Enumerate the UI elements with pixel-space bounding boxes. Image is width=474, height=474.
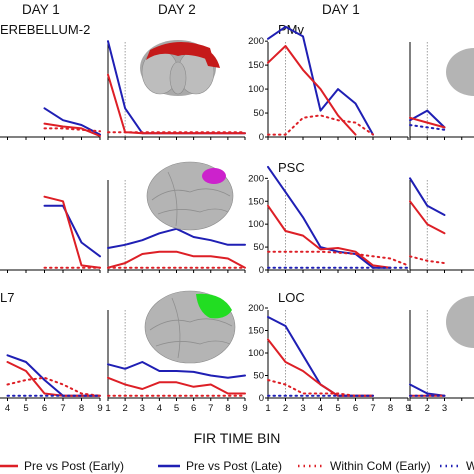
x-tick-label: 2 [122, 403, 127, 414]
panel-1-4 [409, 42, 474, 140]
panel-3-1: 4 5 6 7 8 9 L7 [0, 290, 103, 414]
panel-grid: EREBELLUM-2050100150200PMv050100150200PS… [0, 22, 474, 414]
x-tick-label: 9 [405, 403, 410, 414]
panel-title: EREBELLUM-2 [0, 22, 90, 37]
series-line-2 [107, 250, 246, 269]
x-tick-label: 5 [335, 403, 340, 414]
series-line-1 [409, 109, 446, 129]
series-line-3 [43, 127, 101, 133]
y-tick-label: 0 [259, 132, 264, 143]
series-line-1 [267, 25, 374, 136]
x-tick-label: 7 [60, 403, 65, 414]
legend-label-early: Pre vs Post (Early) [24, 459, 124, 473]
series-line-2 [267, 204, 392, 269]
series-line-2 [43, 122, 101, 137]
panel-1-1: EREBELLUM-2 [0, 22, 101, 140]
y-tick-label: 150 [248, 196, 264, 207]
series-line-1 [107, 227, 246, 249]
x-tick-label: 8 [79, 403, 84, 414]
x-tick-label: 4 [5, 403, 10, 414]
x-tick-label: 1 [265, 403, 270, 414]
series-line-3 [267, 379, 374, 397]
x-tick-label: 6 [353, 403, 358, 414]
series-line-3 [267, 114, 374, 136]
series-line-2 [107, 376, 246, 395]
y-tick-label: 200 [248, 303, 264, 314]
series-line-1 [409, 177, 446, 216]
x-tick-label: 6 [191, 403, 196, 414]
y-tick-label: 50 [253, 242, 264, 253]
series-line-2 [6, 361, 101, 397]
panel-title: LOC [278, 290, 305, 305]
header-day2: DAY 2 [158, 2, 196, 17]
legend-label-late: Pre vs Post (Late) [186, 459, 282, 473]
x-tick-label: 9 [97, 403, 102, 414]
x-tick-label: 8 [225, 403, 230, 414]
series-line-3 [409, 255, 446, 265]
panel-2-2 [107, 180, 246, 273]
panel-1-2 [107, 40, 246, 140]
series-line-1 [43, 107, 101, 136]
y-tick-label: 150 [248, 326, 264, 337]
series-line-1 [43, 204, 101, 258]
panel-2-3: 0 50 100 150 200 PSC [248, 160, 409, 276]
y-tick-label: 100 [248, 348, 264, 359]
y-tick-label: 150 [248, 60, 264, 71]
y-tick-label: 50 [253, 371, 264, 382]
series-line-1 [6, 354, 101, 397]
x-tick-label: 3 [140, 403, 145, 414]
legend-label-within-late: W [466, 459, 474, 473]
y-tick-label: 200 [248, 36, 264, 47]
series-line-2 [43, 195, 101, 269]
series-line-3 [409, 124, 446, 131]
series-line-2 [267, 338, 374, 397]
y-tick-label: 200 [248, 173, 264, 184]
panel-title: PSC [278, 160, 305, 175]
y-tick-label: 50 [253, 108, 264, 119]
legend-label-within-early: Within CoM (Early) [330, 459, 431, 473]
panel-3-4: 1 2 3 [407, 310, 474, 414]
brain-rendering-right-column [446, 48, 474, 348]
x-tick-label: 1 [407, 403, 412, 414]
x-tick-label: 1 [105, 403, 110, 414]
panel-title: L7 [0, 290, 14, 305]
x-tick-label: 3 [300, 403, 305, 414]
header-day1-left: DAY 1 [22, 2, 60, 17]
brain-rendering-occipital [144, 290, 236, 364]
x-axis-title: FIR TIME BIN [194, 430, 281, 446]
x-tick-label: 2 [425, 403, 430, 414]
header-day1-right: DAY 1 [322, 2, 360, 17]
series-line-2 [409, 116, 446, 129]
x-tick-label: 7 [370, 403, 375, 414]
series-line-1 [107, 361, 246, 379]
x-tick-label: 4 [318, 403, 323, 414]
cerebellum-rendering [140, 40, 220, 96]
y-tick-label: 0 [259, 393, 264, 404]
panel-3-2: 1 2 3 4 5 6 7 8 9 [105, 310, 248, 414]
brain-rendering-parietal [146, 161, 234, 231]
series-line-3 [6, 376, 101, 397]
x-tick-label: 5 [23, 403, 28, 414]
x-tick-label: 3 [442, 403, 447, 414]
x-tick-label: 8 [388, 403, 393, 414]
panel-2-1 [0, 195, 101, 273]
y-tick-label: 0 [259, 265, 264, 276]
series-line-2 [267, 45, 357, 136]
panel-3-3: 0 50 100 150 200 1 2 3 4 5 6 7 8 9 LOC [248, 290, 411, 414]
series-line-3 [267, 250, 409, 267]
x-tick-label: 5 [174, 403, 179, 414]
y-tick-label: 100 [248, 219, 264, 230]
x-tick-label: 2 [283, 403, 288, 414]
series-line-2 [409, 200, 446, 235]
legend: Pre vs Post (Early) Pre vs Post (Late) W… [0, 459, 474, 473]
y-tick-label: 100 [248, 84, 264, 95]
x-tick-label: 7 [208, 403, 213, 414]
x-tick-label: 9 [242, 403, 247, 414]
x-tick-label: 4 [157, 403, 162, 414]
panel-2-4 [409, 177, 474, 273]
x-tick-label: 6 [42, 403, 47, 414]
